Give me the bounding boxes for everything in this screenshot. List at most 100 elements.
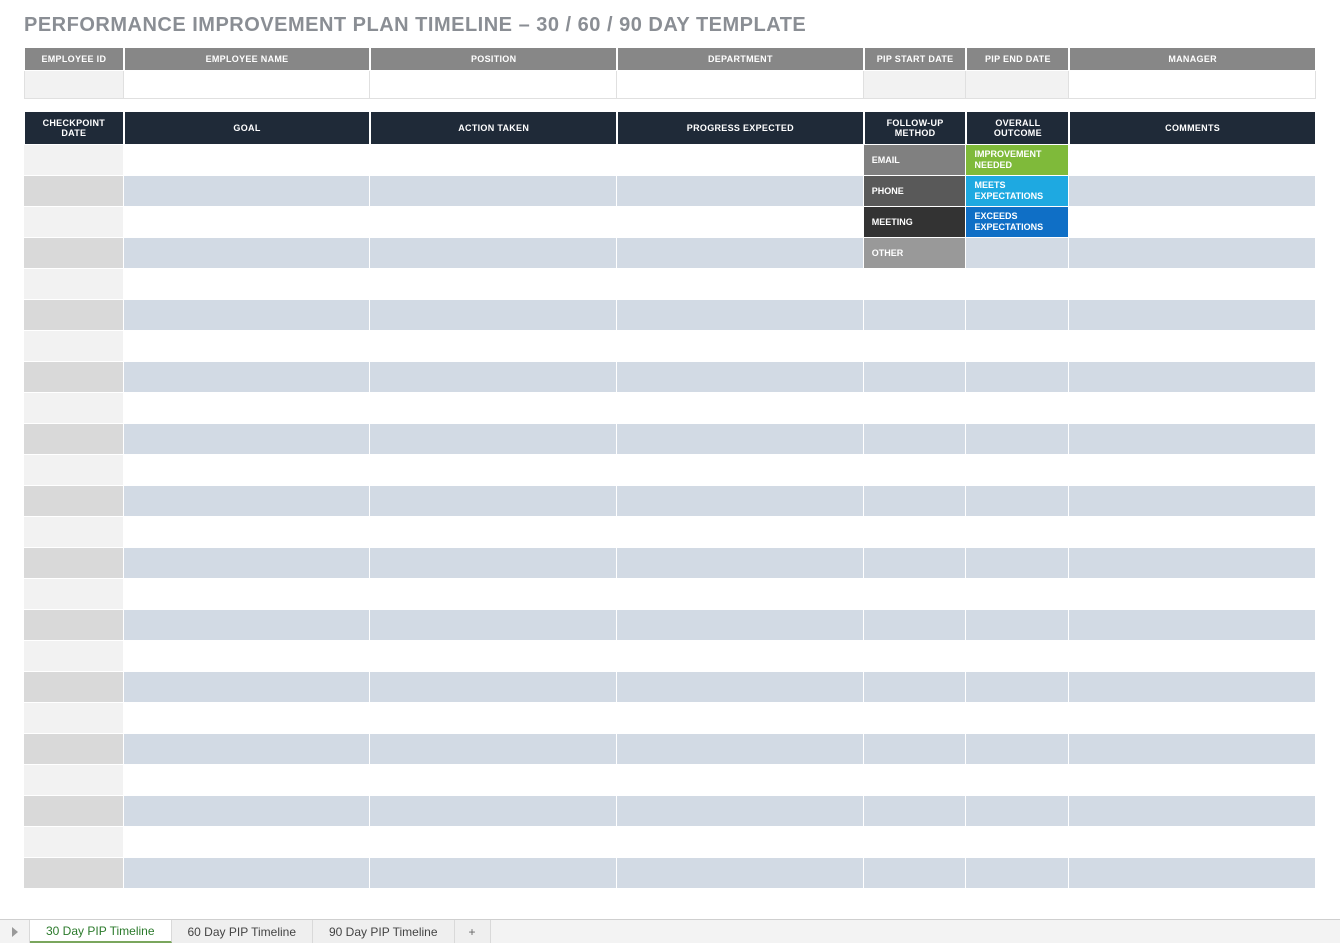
table-cell[interactable]: [966, 393, 1069, 424]
table-cell[interactable]: [124, 300, 371, 331]
table-cell[interactable]: [864, 765, 967, 796]
info-value-cell[interactable]: [966, 71, 1069, 99]
table-cell[interactable]: [966, 269, 1069, 300]
table-cell[interactable]: [124, 796, 371, 827]
table-cell[interactable]: [966, 610, 1069, 641]
table-cell[interactable]: [24, 641, 124, 672]
table-cell[interactable]: [966, 424, 1069, 455]
table-cell[interactable]: [966, 238, 1069, 269]
table-cell[interactable]: [370, 331, 617, 362]
table-cell[interactable]: [1069, 486, 1316, 517]
table-cell[interactable]: MEETING: [864, 207, 967, 238]
table-cell[interactable]: [24, 331, 124, 362]
table-cell[interactable]: [370, 827, 617, 858]
table-cell[interactable]: [124, 269, 371, 300]
followup-pill[interactable]: MEETING: [864, 207, 966, 237]
table-cell[interactable]: [1069, 672, 1316, 703]
table-cell[interactable]: [1069, 145, 1316, 176]
table-cell[interactable]: [370, 455, 617, 486]
table-cell[interactable]: [617, 765, 864, 796]
followup-pill[interactable]: PHONE: [864, 176, 966, 206]
table-cell[interactable]: [864, 796, 967, 827]
table-cell[interactable]: [24, 486, 124, 517]
table-cell[interactable]: [1069, 765, 1316, 796]
table-cell[interactable]: [617, 238, 864, 269]
table-cell[interactable]: [617, 610, 864, 641]
table-cell[interactable]: [864, 672, 967, 703]
table-cell[interactable]: [864, 362, 967, 393]
table-cell[interactable]: [966, 300, 1069, 331]
table-cell[interactable]: [370, 672, 617, 703]
table-cell[interactable]: [617, 176, 864, 207]
table-cell[interactable]: [370, 145, 617, 176]
table-cell[interactable]: [1069, 300, 1316, 331]
table-cell[interactable]: [966, 548, 1069, 579]
table-cell[interactable]: [124, 455, 371, 486]
table-cell[interactable]: [617, 455, 864, 486]
table-cell[interactable]: [1069, 176, 1316, 207]
table-cell[interactable]: [617, 827, 864, 858]
table-cell[interactable]: [1069, 796, 1316, 827]
table-cell[interactable]: [864, 703, 967, 734]
table-cell[interactable]: PHONE: [864, 176, 967, 207]
table-cell[interactable]: [966, 362, 1069, 393]
table-cell[interactable]: [24, 424, 124, 455]
info-value-cell[interactable]: [124, 71, 371, 99]
table-cell[interactable]: [370, 207, 617, 238]
table-cell[interactable]: [124, 734, 371, 765]
sheet-tab[interactable]: 30 Day PIP Timeline: [30, 920, 172, 943]
table-cell[interactable]: [864, 858, 967, 889]
table-cell[interactable]: [370, 238, 617, 269]
table-cell[interactable]: [966, 734, 1069, 765]
table-cell[interactable]: [966, 672, 1069, 703]
table-cell[interactable]: [370, 424, 617, 455]
table-cell[interactable]: [24, 517, 124, 548]
outcome-pill[interactable]: IMPROVEMENT NEEDED: [966, 145, 1068, 175]
table-cell[interactable]: [1069, 238, 1316, 269]
table-cell[interactable]: [124, 765, 371, 796]
table-cell[interactable]: [24, 610, 124, 641]
table-cell[interactable]: [370, 703, 617, 734]
table-cell[interactable]: [370, 548, 617, 579]
table-cell[interactable]: [617, 269, 864, 300]
table-cell[interactable]: [617, 517, 864, 548]
table-cell[interactable]: [966, 827, 1069, 858]
table-cell[interactable]: [370, 393, 617, 424]
table-cell[interactable]: [124, 486, 371, 517]
table-cell[interactable]: [124, 207, 371, 238]
table-cell[interactable]: [24, 703, 124, 734]
table-cell[interactable]: [864, 300, 967, 331]
table-cell[interactable]: [617, 362, 864, 393]
outcome-pill[interactable]: EXCEEDS EXPECTATIONS: [966, 207, 1068, 237]
table-cell[interactable]: [124, 331, 371, 362]
table-cell[interactable]: [24, 672, 124, 703]
table-cell[interactable]: [617, 207, 864, 238]
table-cell[interactable]: [617, 331, 864, 362]
table-cell[interactable]: [966, 858, 1069, 889]
table-cell[interactable]: [617, 734, 864, 765]
table-cell[interactable]: [124, 858, 371, 889]
table-cell[interactable]: EXCEEDS EXPECTATIONS: [966, 207, 1069, 238]
table-cell[interactable]: [124, 517, 371, 548]
table-cell[interactable]: [1069, 548, 1316, 579]
table-cell[interactable]: [617, 579, 864, 610]
table-cell[interactable]: [1069, 517, 1316, 548]
table-cell[interactable]: [124, 641, 371, 672]
table-cell[interactable]: [124, 393, 371, 424]
table-cell[interactable]: [1069, 579, 1316, 610]
table-cell[interactable]: [617, 300, 864, 331]
table-cell[interactable]: [1069, 393, 1316, 424]
table-cell[interactable]: [864, 827, 967, 858]
table-cell[interactable]: [1069, 424, 1316, 455]
table-cell[interactable]: [124, 176, 371, 207]
table-cell[interactable]: [370, 610, 617, 641]
followup-pill[interactable]: EMAIL: [864, 145, 966, 175]
table-cell[interactable]: [124, 610, 371, 641]
table-cell[interactable]: [617, 703, 864, 734]
table-cell[interactable]: [1069, 610, 1316, 641]
table-cell[interactable]: [24, 393, 124, 424]
table-cell[interactable]: [864, 610, 967, 641]
table-cell[interactable]: [24, 765, 124, 796]
table-cell[interactable]: [124, 238, 371, 269]
table-cell[interactable]: [617, 641, 864, 672]
